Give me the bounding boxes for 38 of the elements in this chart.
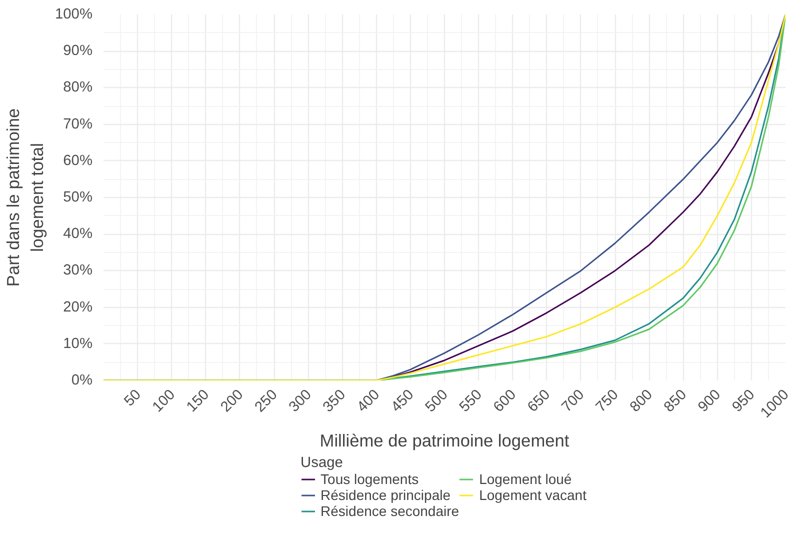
legend-title: Usage — [300, 455, 344, 471]
legend-label: Tous logements — [320, 471, 419, 487]
x-tick-label: 800 — [627, 386, 656, 416]
x-tick-label: 650 — [524, 386, 554, 416]
x-tick-label: 300 — [286, 386, 315, 416]
y-tick-label: 50% — [63, 190, 93, 206]
x-tick-label: 700 — [559, 386, 588, 416]
y-tick-label: 20% — [63, 299, 93, 316]
x-tick-label: 200 — [218, 386, 247, 416]
y-tick-label: 100% — [55, 6, 93, 22]
y-tick-label: 40% — [63, 226, 93, 242]
x-tick-label: 600 — [490, 386, 520, 416]
x-tick-label: 500 — [422, 386, 452, 416]
y-tick-label: 0% — [71, 372, 93, 388]
x-tick-label: 900 — [695, 386, 724, 416]
legend-label: Logement vacant — [479, 487, 586, 503]
x-tick-label: 250 — [252, 386, 281, 416]
x-tick-label: 950 — [730, 386, 758, 416]
x-tick-label: 400 — [354, 386, 384, 416]
x-tick-label: 50 — [121, 386, 144, 410]
y-tick-label: 30% — [63, 262, 93, 279]
x-tick-label: 350 — [320, 386, 349, 416]
legend-label: Résidence principale — [320, 487, 450, 503]
x-tick-label: 450 — [388, 386, 418, 416]
x-tick-label: 550 — [456, 386, 486, 416]
y-tick-label: 70% — [63, 116, 93, 132]
x-tick-label: 850 — [661, 386, 690, 416]
x-tick-label: 100 — [150, 386, 178, 416]
x-tick-label: 150 — [184, 386, 213, 416]
x-tick-label: 750 — [593, 386, 622, 416]
legend-label: Résidence secondaire — [320, 503, 460, 519]
legend-label: Logement loué — [479, 471, 572, 487]
y-tick-label: 80% — [63, 80, 93, 96]
x-axis-title: Millième de patrimoine logement — [320, 430, 570, 450]
y-tick-label: 10% — [63, 336, 93, 352]
y-tick-label: 90% — [63, 43, 93, 60]
y-tick-label: 60% — [63, 152, 93, 169]
y-axis-title: Part dans le patrimoine logement total — [3, 108, 48, 287]
